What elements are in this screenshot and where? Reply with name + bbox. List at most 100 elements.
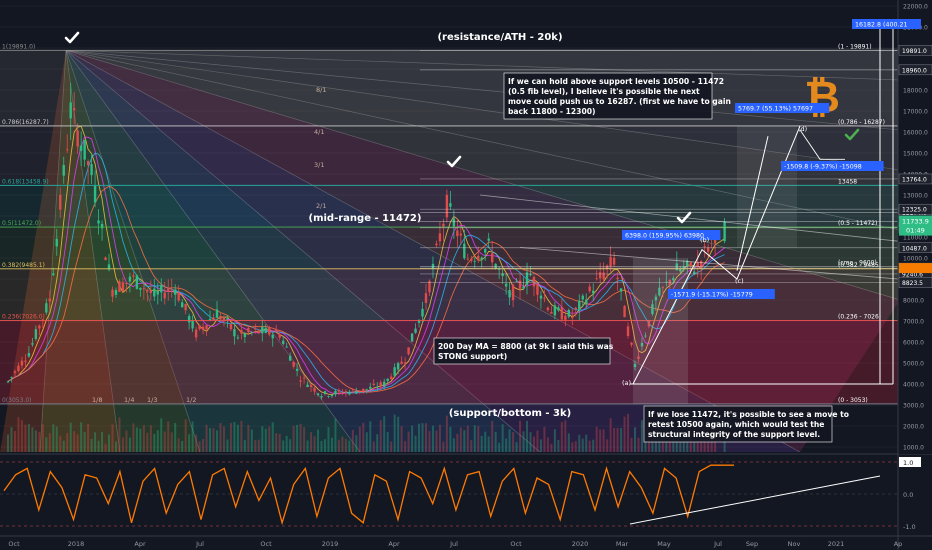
volume-bar	[323, 439, 326, 452]
volume-bar	[38, 431, 41, 452]
volume-bar	[275, 433, 278, 452]
volume-bar	[271, 422, 274, 452]
candle-body	[553, 305, 557, 316]
candle-body	[114, 290, 118, 295]
volume-bar	[623, 416, 626, 452]
fib-right-label: (0.382 - 9485	[838, 262, 879, 269]
candle-body	[651, 304, 654, 315]
volume-bar	[94, 432, 97, 452]
volume-bar	[425, 423, 427, 452]
volume-bar	[153, 433, 156, 452]
volume-bar	[557, 439, 560, 452]
candle-body	[522, 286, 525, 289]
note-box	[433, 337, 611, 365]
candle-body	[452, 218, 456, 227]
note-line: (0.5 fib level), I believe it's possible…	[508, 87, 700, 96]
volume-bar	[543, 426, 546, 452]
volume-bar	[592, 439, 595, 452]
fan-label: 1/2	[186, 396, 196, 404]
level-tag-bg	[898, 277, 932, 288]
volume-bar	[45, 437, 48, 452]
volume-bar	[20, 420, 23, 452]
volume-bar	[522, 431, 525, 452]
candle-body	[358, 391, 362, 393]
volume-bar	[27, 423, 30, 452]
candle-body	[487, 238, 490, 241]
volume-bar	[48, 433, 51, 452]
volume-bar	[139, 428, 142, 452]
fib-right-label: (0.5 - 11472)	[838, 220, 877, 227]
time-tick: Sep	[746, 540, 758, 548]
osc-line	[3, 464, 734, 526]
candle-body	[723, 221, 726, 242]
candle-body	[316, 393, 320, 396]
volume-bar	[163, 431, 166, 452]
candle-body	[484, 249, 487, 253]
candle-body	[257, 330, 260, 333]
candle-body	[630, 342, 633, 345]
candle-body	[212, 317, 215, 320]
candle-body	[341, 392, 344, 395]
volume-bar	[135, 427, 138, 452]
level-tag: 19891.0	[902, 48, 927, 55]
time-tick: Apr	[388, 540, 400, 548]
volume-bar	[268, 426, 271, 452]
volume-bar	[233, 421, 236, 452]
volume-bar	[602, 429, 605, 452]
candle-body	[557, 307, 560, 311]
annotations: (resistance/ATH - 20k) (mid-range - 11472…	[92, 19, 921, 443]
volume-bar	[459, 427, 462, 452]
volume-bar	[303, 427, 306, 452]
candle-body	[480, 257, 483, 260]
volume-bar	[564, 420, 567, 452]
volume-bar	[473, 425, 476, 452]
candle-body	[424, 293, 428, 303]
volume-bar	[376, 434, 379, 452]
measure-label-text: 6398.0 (159.95%) 63980	[625, 233, 704, 240]
volume-bar	[616, 428, 619, 452]
volume-bar	[355, 435, 358, 452]
price-tick: 22000.0	[903, 4, 928, 11]
candle-body	[76, 130, 79, 147]
volume-bar	[393, 414, 396, 452]
candle-body	[184, 303, 187, 311]
candle-body	[623, 305, 626, 318]
fan-label: 8/1	[316, 86, 326, 94]
check-icon	[446, 155, 462, 168]
candle-body	[567, 309, 571, 317]
volume-bar	[118, 417, 121, 452]
candle-body	[292, 361, 295, 367]
bitcoin-icon: ₿	[804, 72, 840, 123]
candle-body	[362, 388, 365, 392]
candle-body	[128, 276, 132, 282]
price-tick: 7000.0	[903, 319, 924, 326]
volume-bar	[672, 433, 675, 452]
level-tag-bg	[898, 203, 932, 215]
fan-ray	[65, 49, 898, 81]
volume-bar	[229, 422, 232, 452]
candle-body	[13, 371, 17, 373]
candle-body	[153, 288, 156, 297]
candle-body	[574, 307, 577, 310]
time-tick: Ap	[894, 540, 903, 548]
volume-bar	[62, 440, 65, 452]
volume-bar	[407, 431, 410, 452]
volume-bar	[306, 440, 309, 452]
candle-body	[187, 316, 191, 323]
fan-label: 2/1	[316, 202, 326, 210]
candle-body	[275, 329, 278, 332]
volume-bar	[431, 425, 434, 452]
candle-body	[529, 274, 532, 276]
fib-left-label: 0.5(11472.0)	[2, 220, 41, 227]
candle-body	[320, 396, 323, 398]
price-tick: 8000.0	[903, 298, 924, 305]
note-line: back 11800 - 12300)	[508, 107, 596, 116]
candle-body	[612, 257, 616, 265]
fan-ray	[65, 50, 121, 452]
candle-body	[79, 145, 83, 151]
note-box	[503, 72, 713, 120]
volume-bar	[278, 433, 281, 452]
candle-body	[86, 161, 90, 166]
candle-body	[609, 256, 612, 267]
